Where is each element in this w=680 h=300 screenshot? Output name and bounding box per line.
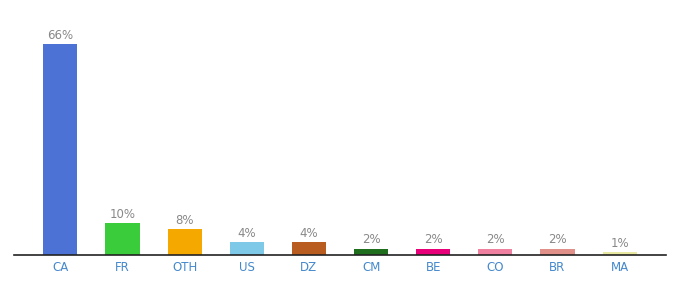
Bar	[230, 242, 264, 255]
Bar	[354, 249, 388, 255]
Text: 4%: 4%	[237, 227, 256, 240]
Bar	[478, 249, 513, 255]
Bar	[44, 44, 78, 255]
Text: 4%: 4%	[300, 227, 318, 240]
Bar	[105, 223, 139, 255]
Text: 2%: 2%	[424, 233, 443, 246]
Bar	[541, 249, 575, 255]
Bar	[416, 249, 450, 255]
Text: 2%: 2%	[486, 233, 505, 246]
Text: 1%: 1%	[611, 237, 629, 250]
Text: 2%: 2%	[362, 233, 380, 246]
Text: 2%: 2%	[548, 233, 567, 246]
Bar	[292, 242, 326, 255]
Bar	[167, 230, 202, 255]
Text: 66%: 66%	[48, 28, 73, 42]
Bar	[602, 252, 636, 255]
Text: 10%: 10%	[109, 208, 135, 221]
Text: 8%: 8%	[175, 214, 194, 227]
